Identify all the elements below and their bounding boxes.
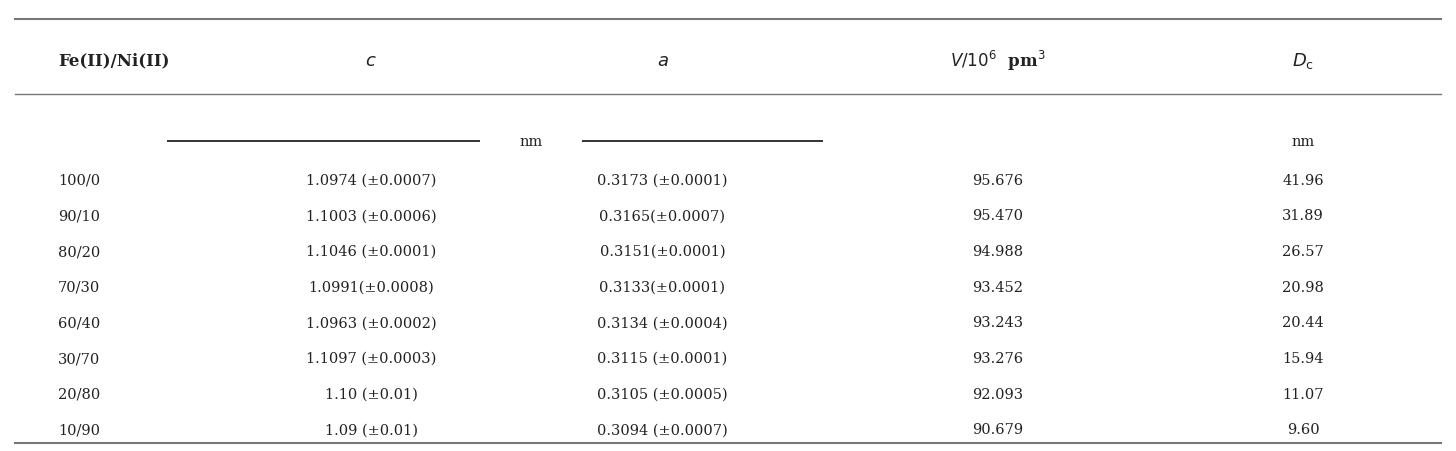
Text: 93.452: 93.452 <box>971 280 1024 294</box>
Text: 1.10 (±0.01): 1.10 (±0.01) <box>325 387 418 401</box>
Text: 80/20: 80/20 <box>58 244 100 258</box>
Text: 20/80: 20/80 <box>58 387 100 401</box>
Text: 11.07: 11.07 <box>1283 387 1324 401</box>
Text: 95.676: 95.676 <box>971 174 1024 187</box>
Text: 1.1046 (±0.0001): 1.1046 (±0.0001) <box>306 244 437 258</box>
Text: 90.679: 90.679 <box>971 423 1024 436</box>
Text: 92.093: 92.093 <box>971 387 1024 401</box>
Text: 94.988: 94.988 <box>971 244 1024 258</box>
Text: $\mathbf{\mathit{V}}$$/10^6$  pm$^3$: $\mathbf{\mathit{V}}$$/10^6$ pm$^3$ <box>949 49 1045 73</box>
Text: 0.3151(±0.0001): 0.3151(±0.0001) <box>600 244 725 258</box>
Text: 41.96: 41.96 <box>1283 174 1324 187</box>
Text: 1.1003 (±0.0006): 1.1003 (±0.0006) <box>306 209 437 223</box>
Text: 1.1097 (±0.0003): 1.1097 (±0.0003) <box>306 351 437 365</box>
Text: $\mathit{a}$: $\mathit{a}$ <box>657 52 668 70</box>
Text: 90/10: 90/10 <box>58 209 100 223</box>
Text: 93.243: 93.243 <box>971 316 1024 330</box>
Text: 15.94: 15.94 <box>1283 351 1324 365</box>
Text: 95.470: 95.470 <box>971 209 1024 223</box>
Text: 1.0963 (±0.0002): 1.0963 (±0.0002) <box>306 316 437 330</box>
Text: $\mathit{c}$: $\mathit{c}$ <box>365 52 377 70</box>
Text: 1.0991(±0.0008): 1.0991(±0.0008) <box>309 280 434 294</box>
Text: 10/90: 10/90 <box>58 423 100 436</box>
Text: 0.3105 (±0.0005): 0.3105 (±0.0005) <box>597 387 728 401</box>
Text: 60/40: 60/40 <box>58 316 100 330</box>
Text: 20.98: 20.98 <box>1283 280 1324 294</box>
Text: nm: nm <box>520 135 543 149</box>
Text: 0.3165(±0.0007): 0.3165(±0.0007) <box>600 209 725 223</box>
Text: 0.3173 (±0.0001): 0.3173 (±0.0001) <box>597 174 728 187</box>
Text: 20.44: 20.44 <box>1283 316 1324 330</box>
Text: 0.3115 (±0.0001): 0.3115 (±0.0001) <box>597 351 728 365</box>
Text: Fe(II)/Ni(II): Fe(II)/Ni(II) <box>58 52 170 69</box>
Text: 70/30: 70/30 <box>58 280 100 294</box>
Text: nm: nm <box>1291 135 1315 149</box>
Text: $\mathit{D}_\mathrm{c}$: $\mathit{D}_\mathrm{c}$ <box>1291 51 1315 71</box>
Text: 93.276: 93.276 <box>971 351 1024 365</box>
Text: 9.60: 9.60 <box>1287 423 1319 436</box>
Text: 26.57: 26.57 <box>1283 244 1324 258</box>
Text: 0.3094 (±0.0007): 0.3094 (±0.0007) <box>597 423 728 436</box>
Text: 100/0: 100/0 <box>58 174 100 187</box>
Text: 1.0974 (±0.0007): 1.0974 (±0.0007) <box>306 174 437 187</box>
Text: 30/70: 30/70 <box>58 351 100 365</box>
Text: 0.3133(±0.0001): 0.3133(±0.0001) <box>600 280 725 294</box>
Text: 0.3134 (±0.0004): 0.3134 (±0.0004) <box>597 316 728 330</box>
Text: 1.09 (±0.01): 1.09 (±0.01) <box>325 423 418 436</box>
Text: 31.89: 31.89 <box>1283 209 1324 223</box>
